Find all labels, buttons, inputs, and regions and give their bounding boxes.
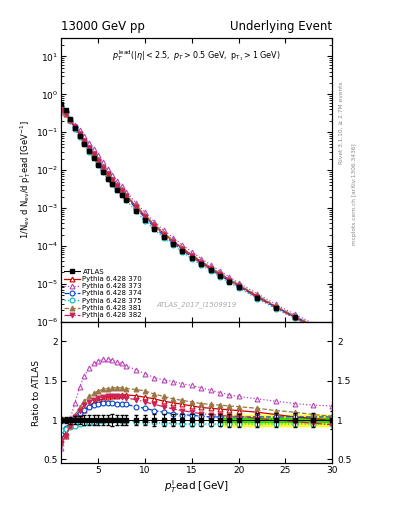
Text: $p_T^{\,\rm lead}(|\eta| < 2.5,\ p_T > 0.5\ \rm GeV,\ p_{T_1} > 1\ \rm GeV)$: $p_T^{\,\rm lead}(|\eta| < 2.5,\ p_T > 0… [112,48,281,63]
Text: mcplots.cern.ch [arXiv:1306.3436]: mcplots.cern.ch [arXiv:1306.3436] [352,144,357,245]
Text: Underlying Event: Underlying Event [230,20,332,33]
Text: 13000 GeV pp: 13000 GeV pp [61,20,145,33]
Text: ATLAS_2017_I1509919: ATLAS_2017_I1509919 [156,301,237,308]
Y-axis label: Ratio to ATLAS: Ratio to ATLAS [32,359,41,425]
Y-axis label: 1/N$_{\rm ev}$ d N$_{\rm ev}$/d p$_{\rm T}^{\rm l}$ead [GeV$^{-1}$]: 1/N$_{\rm ev}$ d N$_{\rm ev}$/d p$_{\rm … [18,121,33,239]
Legend: ATLAS, Pythia 6.428 370, Pythia 6.428 373, Pythia 6.428 374, Pythia 6.428 375, P: ATLAS, Pythia 6.428 370, Pythia 6.428 37… [63,267,143,319]
X-axis label: $p_T^{\rm l}$ead [GeV]: $p_T^{\rm l}$ead [GeV] [164,478,229,495]
Text: Rivet 3.1.10, ≥ 2.7M events: Rivet 3.1.10, ≥ 2.7M events [339,81,344,164]
